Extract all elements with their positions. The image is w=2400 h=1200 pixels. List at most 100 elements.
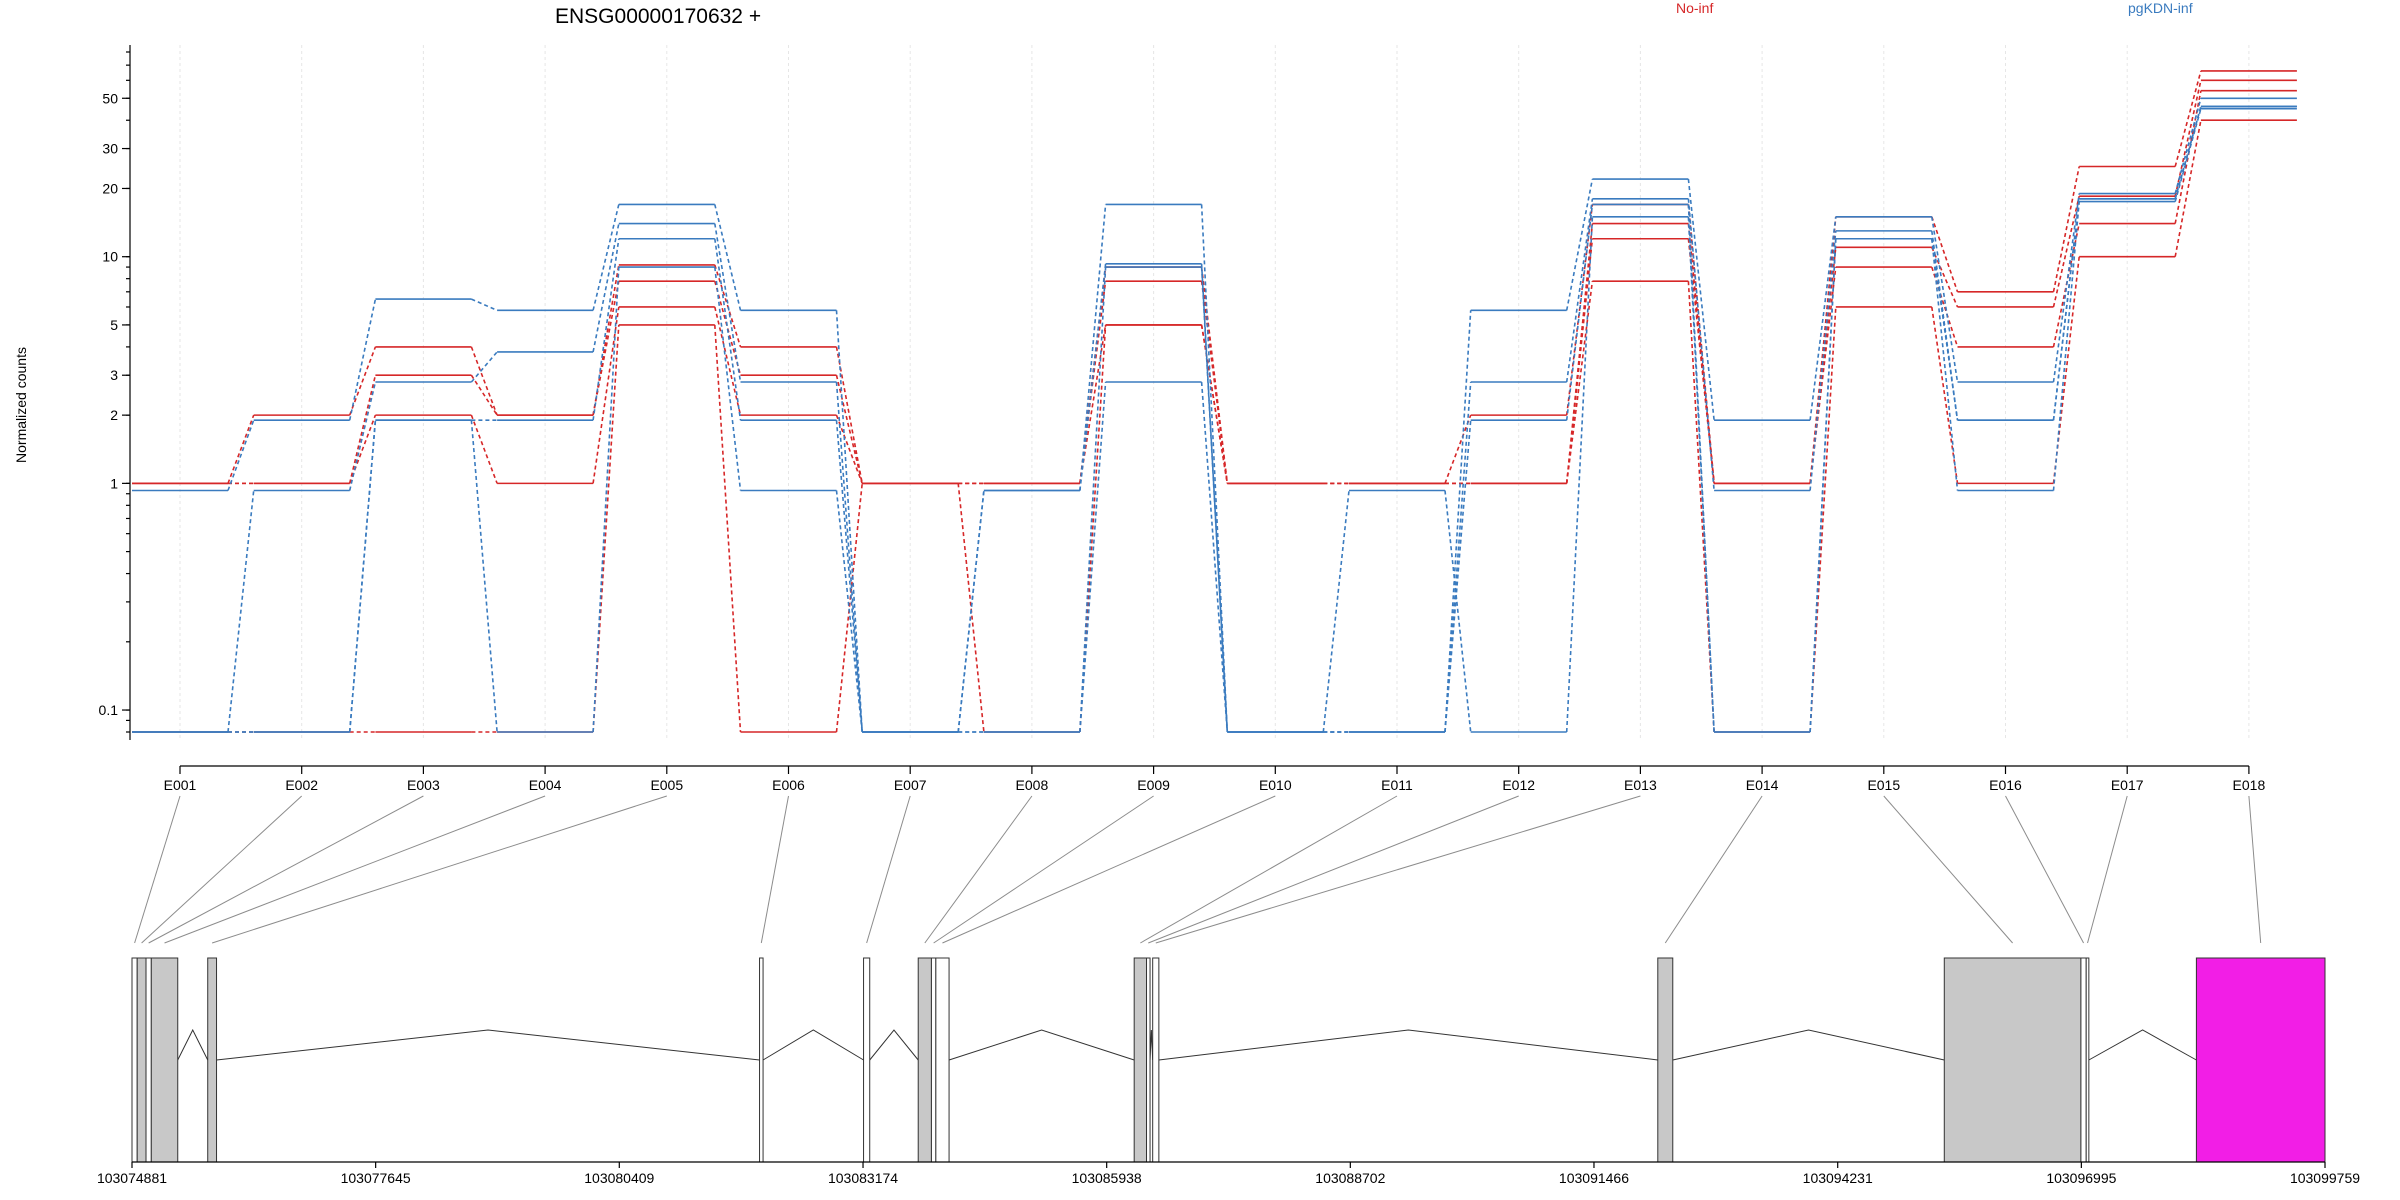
series-transition — [1565, 178, 1594, 311]
series-transition — [1200, 281, 1229, 484]
x-tick-label: E005 — [650, 777, 683, 793]
series-transition — [2052, 166, 2080, 292]
series-transition — [592, 204, 620, 311]
exon-e012 — [1146, 957, 1151, 1163]
x-tick-label: E010 — [1259, 777, 1292, 793]
exon-e016 — [2080, 957, 2087, 1163]
genomic-tick-label: 103074881 — [97, 1170, 167, 1186]
exon-e017 — [2085, 957, 2090, 1163]
series-transition — [1565, 216, 1594, 733]
series-transition — [2174, 90, 2202, 224]
series-transition — [714, 238, 742, 421]
exon-e008 — [917, 957, 932, 1163]
x-tick-label: E002 — [285, 777, 318, 793]
series-transition — [471, 298, 498, 312]
exon-connector — [2005, 795, 2084, 944]
intron — [177, 1028, 209, 1061]
genomic-tick-label: 103088702 — [1315, 1170, 1385, 1186]
series-transition — [348, 298, 377, 421]
exon-connector — [211, 795, 667, 944]
exon-connector — [1140, 795, 1398, 944]
gene-model — [131, 957, 2326, 1163]
series-transition — [1809, 216, 1837, 484]
series-transition — [714, 266, 742, 491]
series-3 — [132, 89, 2297, 485]
series-transition — [714, 306, 742, 416]
y-tick-label: 30 — [102, 141, 118, 157]
series-transition — [2174, 70, 2202, 167]
series-4 — [132, 119, 2297, 733]
intron — [216, 1029, 760, 1061]
y-axis: 0.1 1 2 3 5 10 20 30 50 — [99, 45, 131, 740]
x-tick-label: E008 — [1016, 777, 1049, 793]
genomic-tick-label: 103091466 — [1559, 1170, 1629, 1186]
genomic-tick-label: 103083174 — [828, 1170, 898, 1186]
exon-connector — [942, 795, 1276, 944]
series-transition — [1931, 238, 1959, 421]
exon-e006 — [759, 957, 764, 1163]
series-transition — [835, 420, 863, 733]
series-transition — [348, 346, 377, 416]
intron — [1158, 1029, 1658, 1061]
exon-connector — [760, 795, 789, 944]
exon-connector — [924, 795, 1033, 944]
series-transition — [1079, 324, 1107, 733]
genomic-tick-label: 103099759 — [2290, 1170, 2360, 1186]
intron — [2088, 1029, 2197, 1061]
series-transition — [2174, 108, 2202, 202]
series-transition — [1931, 230, 1959, 421]
x-tick-label: E001 — [164, 777, 197, 793]
exon-connector — [1883, 795, 2013, 944]
exon-e007 — [863, 957, 871, 1163]
series-transition — [1809, 247, 1837, 484]
y-tick-label: 20 — [102, 180, 118, 196]
y-tick-label: 5 — [110, 317, 118, 333]
series-transition — [1079, 204, 1107, 491]
series-8 — [132, 107, 2297, 733]
intron — [869, 1029, 919, 1061]
series-transition — [2174, 98, 2202, 194]
series-7 — [132, 105, 2297, 733]
series-transition — [2174, 80, 2202, 197]
x-tick-label: E006 — [772, 777, 805, 793]
series-transition — [714, 223, 742, 383]
x-tick-label: E012 — [1502, 777, 1535, 793]
series-transition — [1079, 267, 1107, 733]
genomic-tick-label: 103085938 — [1072, 1170, 1142, 1186]
series-transition — [1809, 238, 1837, 733]
series-transition — [1444, 420, 1472, 733]
series-transition — [1565, 204, 1594, 421]
series-transition — [1931, 247, 1959, 308]
y-tick-label: 1 — [110, 475, 118, 491]
exon-e004 — [150, 957, 179, 1163]
series-transition — [227, 419, 255, 491]
y-tick-label: 3 — [110, 367, 118, 383]
y-tick-label: 50 — [102, 90, 118, 106]
series-transition — [1565, 281, 1594, 484]
exon-connector — [2087, 795, 2128, 944]
exon-connector — [148, 795, 424, 944]
exon-connector — [866, 795, 911, 944]
intron — [762, 1029, 864, 1061]
series-lines — [132, 70, 2297, 733]
exon-connector — [1664, 795, 1763, 944]
x-tick-label: E011 — [1381, 777, 1413, 793]
series-transition — [227, 414, 255, 484]
exon-e015 — [1943, 957, 2082, 1163]
series-transition — [1444, 310, 1472, 733]
exon-e003 — [145, 957, 152, 1163]
legend-entry-no-inf: No-inf — [1676, 0, 1713, 16]
exon-e002 — [136, 957, 147, 1163]
exon-e010 — [935, 957, 950, 1163]
genomic-tick-label: 103080409 — [584, 1170, 654, 1186]
y-tick-label: 10 — [102, 249, 118, 265]
series-transition — [2052, 195, 2080, 308]
series-transition — [1809, 216, 1837, 421]
series-transition — [835, 414, 863, 484]
series-transition — [1200, 267, 1229, 733]
x-axis: E001 E002 E003 E004 E005 E006 E007 E008 E009 E010… — [164, 765, 2265, 793]
intron — [1672, 1029, 1945, 1061]
series-transition — [1322, 490, 1350, 733]
series-transition — [1687, 216, 1715, 733]
